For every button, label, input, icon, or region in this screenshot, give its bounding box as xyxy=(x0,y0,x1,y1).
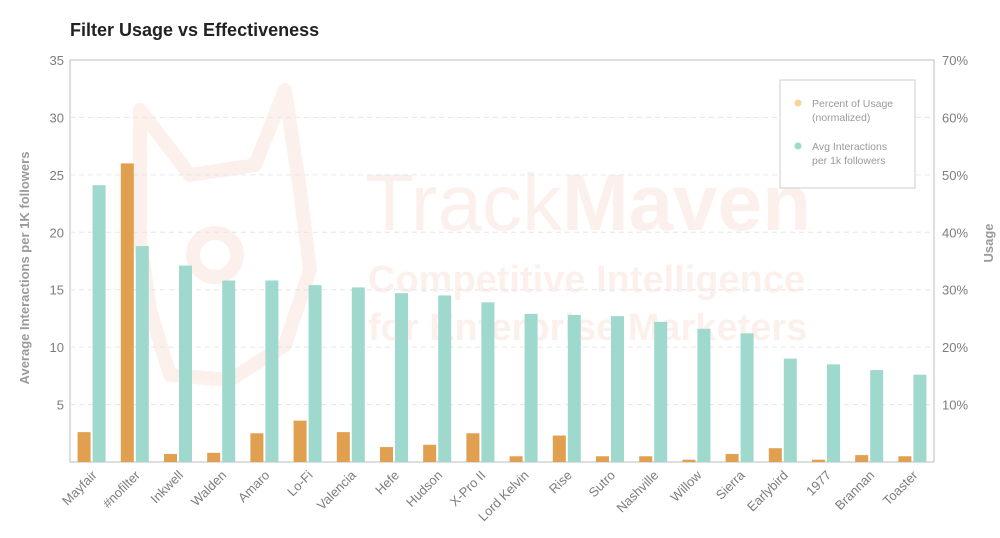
chart-title: Filter Usage vs Effectiveness xyxy=(70,20,320,40)
bar-usage xyxy=(380,447,393,462)
y2-tick-label: 70% xyxy=(942,53,968,68)
bar-usage xyxy=(898,456,912,462)
x-tick-label: Willow xyxy=(667,467,705,505)
y-tick-label: 25 xyxy=(50,168,64,183)
y-axis-right: 10% 20% 30% 40% 50% 60% 70% xyxy=(942,53,968,413)
bar-interactions xyxy=(567,314,581,462)
bar-usage xyxy=(207,452,221,462)
bar-usage xyxy=(639,456,653,462)
bar-usage xyxy=(250,433,264,462)
x-tick-label: Nashville xyxy=(613,468,661,516)
y2-tick-label: 20% xyxy=(942,340,968,355)
x-tick-label: Rise xyxy=(546,468,575,497)
x-tick-label: Hudson xyxy=(403,468,445,510)
x-tick-label: Mayfair xyxy=(59,467,100,508)
legend-label-interactions: Avg Interactions xyxy=(812,141,887,153)
x-tick-label: Inkwell xyxy=(147,467,186,506)
y-tick-label: 20 xyxy=(50,225,64,240)
x-tick-label: Brannan xyxy=(832,468,877,513)
x-axis: Mayfair #nofilter Inkwell Walden Amaro Lo-FiV… xyxy=(59,467,921,524)
x-tick-label: X-Pro II xyxy=(447,468,489,510)
y-tick-label: 15 xyxy=(50,283,64,298)
y-axis-title: Average Interactions per 1K followers xyxy=(17,152,32,385)
legend-label-usage: Percent of Usage xyxy=(812,98,893,110)
legend-label-interactions-2: per 1k followers xyxy=(812,155,886,167)
bar-usage xyxy=(682,459,696,462)
bar-interactions xyxy=(308,285,322,462)
bar-interactions xyxy=(827,364,840,462)
y-axis-left: 5 10 15 20 25 30 35 xyxy=(50,53,64,413)
y2-axis-title: Usage xyxy=(981,223,996,262)
bar-interactions xyxy=(135,246,149,462)
bar-interactions xyxy=(351,287,365,462)
y2-tick-label: 60% xyxy=(942,110,968,125)
bar-interactions xyxy=(438,295,452,462)
bar-usage xyxy=(77,432,91,462)
bars xyxy=(77,163,927,463)
bar-interactions xyxy=(913,374,927,462)
y-tick-label: 30 xyxy=(50,110,64,125)
bar-interactions xyxy=(654,321,668,462)
bar-interactions xyxy=(92,185,106,463)
bar-interactions xyxy=(481,302,495,462)
bar-usage xyxy=(552,435,566,462)
bar-usage xyxy=(725,453,739,462)
bar-interactions xyxy=(395,293,408,462)
y2-tick-label: 10% xyxy=(942,398,968,413)
x-tick-label: Sierra xyxy=(713,467,749,503)
legend-box xyxy=(779,79,916,189)
bar-interactions xyxy=(697,328,711,462)
x-tick-label: Walden xyxy=(188,468,229,509)
x-tick-label: Sutro xyxy=(586,468,619,501)
bar-interactions xyxy=(524,313,538,462)
y-tick-label: 10 xyxy=(50,340,64,355)
bar-usage xyxy=(768,448,782,462)
bar-usage xyxy=(423,444,437,462)
plot-frame xyxy=(69,59,935,463)
bar-interactions xyxy=(870,370,884,462)
legend-label-usage-2: (normalized) xyxy=(812,112,870,124)
bar-interactions xyxy=(265,280,279,462)
watermark-tagline-1: Competitive Intelligence xyxy=(368,259,805,301)
x-tick-label: Toaster xyxy=(880,467,921,508)
legend-swatch-interactions xyxy=(794,142,802,150)
bar-usage xyxy=(812,459,825,462)
x-tick-label: Hefe xyxy=(372,468,402,498)
bar-usage xyxy=(596,456,609,462)
x-tick-label: Lo-Fi xyxy=(284,467,316,499)
legend: Percent of Usage (normalized) Avg Intera… xyxy=(779,79,916,189)
x-tick-label: #nofilter xyxy=(100,467,144,511)
bar-usage xyxy=(509,456,523,462)
y2-tick-label: 30% xyxy=(942,283,968,298)
bar-usage xyxy=(855,455,869,462)
bar-interactions xyxy=(740,333,754,462)
bar-usage xyxy=(164,453,177,462)
bar-usage xyxy=(120,163,134,462)
x-tick-label: Amaro xyxy=(235,468,273,506)
bar-interactions xyxy=(611,316,624,462)
x-tick-label: Earlybird xyxy=(744,468,791,515)
y2-tick-label: 50% xyxy=(942,168,968,183)
legend-swatch-usage xyxy=(794,99,802,107)
y-tick-label: 35 xyxy=(50,53,64,68)
watermark-brand: TrackMaven xyxy=(365,158,811,247)
x-tick-label: 1977 xyxy=(803,468,834,499)
bar-usage xyxy=(336,432,350,462)
bar-usage xyxy=(466,433,480,462)
bar-interactions xyxy=(222,280,236,462)
y2-tick-label: 40% xyxy=(942,225,968,240)
x-tick-label: Valencia xyxy=(314,467,360,513)
bar-interactions xyxy=(179,265,192,462)
y-tick-label: 5 xyxy=(57,398,64,413)
bar-interactions xyxy=(783,358,797,462)
bar-usage xyxy=(293,420,307,462)
